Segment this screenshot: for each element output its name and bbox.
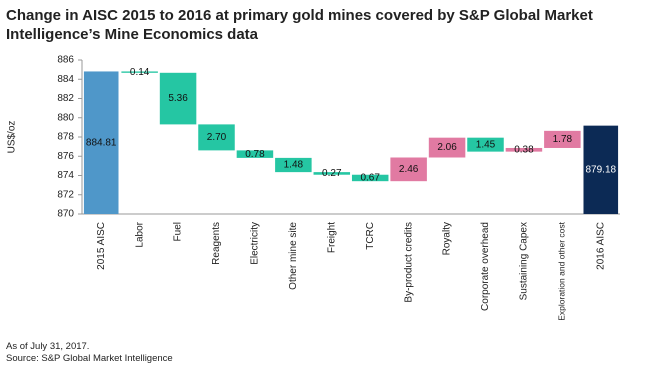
- bar: [467, 137, 504, 152]
- x-tick-label: By-product credits: [403, 222, 414, 303]
- y-tick-label: 876: [57, 151, 74, 162]
- note: Source: S&P Global Market Intelligence: [6, 353, 173, 364]
- value-label: 0.67: [360, 173, 380, 184]
- x-tick-label: Corporate overhead: [480, 222, 491, 311]
- note: As of July 31, 2017.: [6, 341, 89, 352]
- y-tick-label: 884: [57, 74, 74, 85]
- bar: [159, 72, 197, 125]
- x-tick-label: Royalty: [442, 222, 453, 255]
- x-tick-label: Reagents: [211, 222, 222, 265]
- bar: [275, 157, 312, 173]
- value-label: 884.81: [86, 137, 117, 148]
- x-tick-label: 2016 AISC: [595, 222, 606, 270]
- value-label: 0.14: [130, 67, 150, 78]
- bar: [428, 137, 466, 158]
- value-label: 2.06: [437, 142, 457, 153]
- y-tick-label: 870: [57, 209, 74, 220]
- value-label: 2.46: [399, 164, 419, 175]
- y-tick-label: 872: [57, 189, 74, 200]
- bar: [505, 147, 543, 152]
- y-tick-label: 874: [57, 170, 74, 181]
- bar: [351, 174, 389, 182]
- value-label: 879.18: [585, 164, 616, 175]
- x-tick-label: TCRC: [365, 222, 376, 250]
- x-tick-label: Fuel: [173, 222, 184, 241]
- bar: [236, 150, 274, 158]
- bar: [83, 71, 119, 214]
- value-label: 1.78: [553, 134, 573, 145]
- bar: [583, 125, 619, 214]
- value-label: 1.45: [476, 139, 496, 150]
- y-axis-label: US$/oz: [7, 121, 18, 154]
- y-tick-label: 880: [57, 112, 74, 123]
- value-label: 1.48: [284, 160, 304, 171]
- chart-title: Intelligence’s Mine Economics data: [6, 26, 259, 43]
- x-tick-label: Electricity: [250, 222, 261, 265]
- value-label: 0.38: [514, 144, 534, 155]
- bar: [198, 124, 235, 151]
- x-tick-label: Labor: [134, 221, 145, 247]
- value-label: 5.36: [168, 93, 188, 104]
- chart-title: Change in AISC 2015 to 2016 at primary g…: [6, 7, 593, 24]
- y-tick-label: 882: [57, 93, 74, 104]
- bar: [390, 157, 427, 182]
- bar: [121, 71, 158, 73]
- value-label: 0.78: [245, 149, 265, 160]
- x-tick-label: Exploration and other cost: [557, 221, 567, 320]
- x-tick-label: Other mine site: [288, 222, 299, 290]
- bar: [544, 130, 581, 148]
- y-tick-label: 878: [57, 132, 74, 143]
- bar: [313, 172, 351, 175]
- value-label: 2.70: [207, 132, 227, 143]
- value-label: 0.27: [322, 168, 342, 179]
- x-tick-label: Freight: [326, 222, 337, 253]
- x-tick-label: 2015 AISC: [96, 222, 107, 270]
- x-tick-label: Sustaining Capex: [519, 222, 530, 300]
- y-tick-label: 886: [57, 55, 74, 66]
